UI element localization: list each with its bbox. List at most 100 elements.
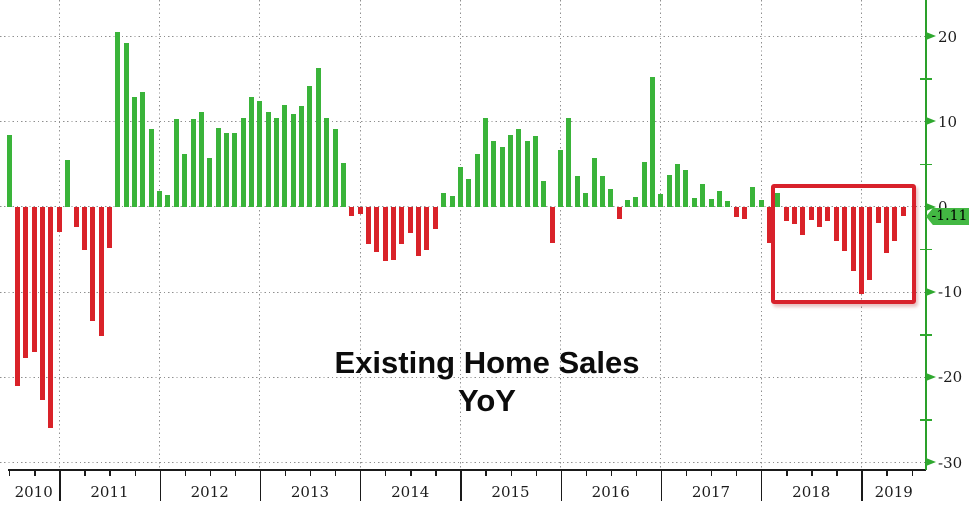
bar: [365, 207, 371, 244]
bar: [290, 114, 296, 207]
x-axis-tick: [84, 470, 86, 476]
bar: [190, 119, 196, 207]
bar: [274, 117, 280, 207]
bar: [733, 207, 739, 218]
y-axis-minor-tick: [920, 163, 932, 166]
x-axis-tick: [535, 470, 537, 476]
y-axis-tick-label: 20: [938, 27, 958, 46]
bar: [449, 195, 455, 207]
bar: [399, 207, 405, 244]
y-axis-minor-tick: [920, 419, 932, 421]
bar: [56, 207, 62, 232]
bar: [382, 207, 388, 261]
bar: [132, 97, 138, 207]
y-axis-line: [925, 0, 927, 470]
y-axis-tick-arrow: [926, 458, 936, 467]
x-axis-year-label: 2010: [14, 483, 53, 501]
bar: [574, 176, 580, 207]
bar: [424, 207, 430, 250]
bar: [549, 207, 555, 243]
bar: [240, 118, 246, 207]
bar: [716, 190, 722, 207]
bar: [123, 43, 129, 207]
bar: [357, 207, 363, 214]
y-axis-minor-tick: [920, 248, 932, 251]
x-axis-tick: [861, 470, 863, 501]
y-axis-tick-label: -20: [938, 368, 963, 387]
bar: [591, 157, 597, 207]
chart-title-line1: Existing Home Sales: [334, 345, 640, 380]
bar: [332, 128, 338, 207]
bar: [750, 186, 756, 207]
bar: [391, 207, 397, 260]
v-gridline: [760, 0, 763, 470]
bar: [883, 207, 889, 253]
x-axis-tick: [660, 470, 663, 501]
bar: [900, 207, 906, 217]
bar: [299, 106, 305, 207]
h-gridline: [0, 121, 926, 124]
bar: [792, 207, 798, 225]
bar: [783, 207, 789, 222]
y-axis-tick-label: -30: [938, 453, 963, 472]
bar: [441, 193, 447, 207]
x-axis-year-label: 2014: [391, 483, 430, 501]
x-axis-tick: [886, 470, 888, 476]
x-axis-tick: [610, 470, 613, 476]
x-axis-tick: [460, 470, 462, 501]
bar: [808, 207, 814, 220]
v-gridline: [660, 0, 663, 470]
bar: [508, 134, 513, 207]
x-axis-tick: [560, 470, 562, 501]
bar: [324, 118, 330, 207]
bar: [499, 146, 505, 207]
bar: [683, 169, 689, 207]
bar: [833, 207, 839, 242]
x-axis-year-label: 2017: [691, 483, 731, 501]
bar: [850, 207, 856, 271]
h-gridline: [0, 376, 926, 379]
h-gridline: [0, 36, 926, 38]
bar: [40, 207, 46, 400]
bar: [583, 192, 589, 207]
v-gridline: [560, 0, 563, 470]
bar: [65, 160, 71, 207]
bar: [700, 183, 706, 207]
y-axis-tick-label: 10: [938, 112, 958, 131]
bar: [432, 207, 438, 230]
bar: [340, 162, 346, 207]
x-axis-tick: [234, 470, 237, 476]
v-gridline: [158, 0, 161, 470]
x-axis-tick: [485, 470, 487, 476]
bar: [6, 135, 12, 207]
h-gridline: [0, 462, 926, 464]
x-axis-tick: [34, 470, 36, 476]
bar: [106, 207, 112, 248]
x-axis-tick: [736, 470, 738, 476]
bar: [23, 207, 29, 358]
bar: [482, 118, 488, 207]
bar: [466, 178, 472, 207]
x-axis-tick: [685, 470, 688, 476]
bar: [641, 161, 647, 207]
bar: [248, 97, 254, 207]
v-gridline: [259, 0, 262, 470]
v-gridline: [359, 0, 362, 470]
x-axis-tick: [209, 470, 212, 476]
chart-title-line2: YoY: [458, 383, 516, 418]
x-axis-tick: [360, 470, 362, 501]
bar: [875, 207, 881, 224]
bar: [524, 140, 530, 207]
current-value-text: -1.11: [931, 208, 968, 224]
x-axis-year-label: 2016: [591, 483, 630, 501]
bar: [31, 207, 37, 352]
current-value-badge: -1.11: [926, 208, 969, 225]
bar: [215, 127, 221, 207]
bar: [725, 201, 731, 207]
x-axis-tick: [786, 470, 788, 476]
y-axis-tick-arrow: [926, 202, 936, 211]
bar: [207, 158, 213, 207]
y-axis-tick-arrow: [926, 117, 936, 126]
bar: [650, 76, 656, 207]
bar: [758, 200, 764, 207]
